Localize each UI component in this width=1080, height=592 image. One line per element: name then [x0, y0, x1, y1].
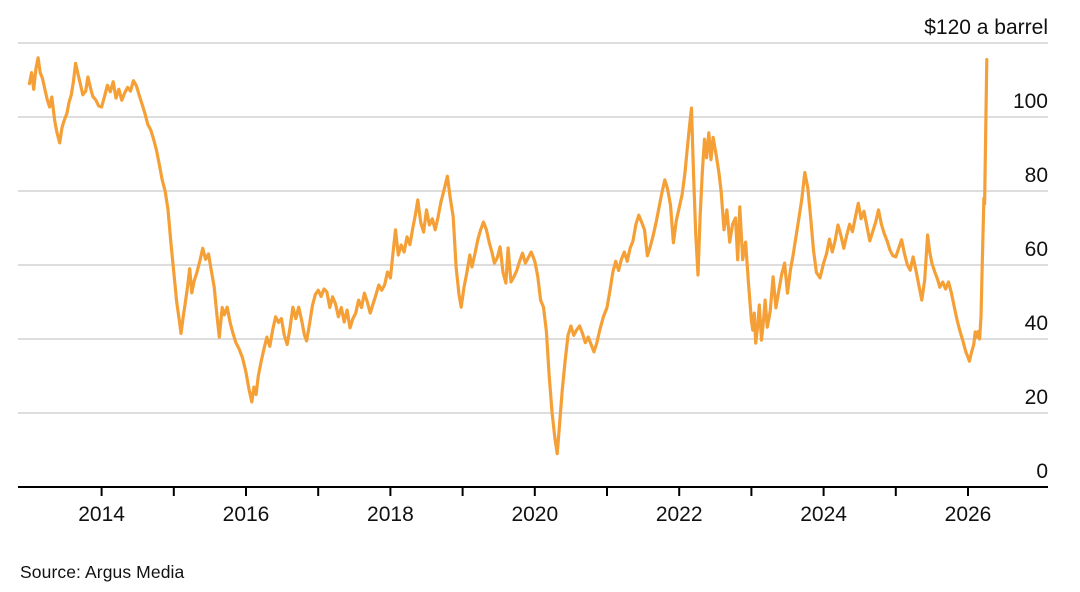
source-note: Source: Argus Media	[20, 562, 185, 582]
price-line	[27, 56, 989, 456]
y-axis-label: 40	[1025, 312, 1048, 335]
x-axis-label: 2026	[945, 503, 992, 526]
y-axis-label: 0	[1036, 460, 1048, 483]
x-axis-label: 2020	[511, 503, 558, 526]
x-axis-label: 2024	[800, 503, 847, 526]
x-axis-label: 2022	[656, 503, 703, 526]
x-axis-label: 2016	[223, 503, 270, 526]
y-axis-label: 20	[1025, 386, 1048, 409]
x-axis-label: 2014	[78, 503, 125, 526]
y-axis-label: $120 a barrel	[924, 16, 1048, 39]
x-axis-label: 2018	[367, 503, 414, 526]
y-axis-label: 100	[1013, 90, 1048, 113]
y-axis-label: 80	[1025, 164, 1048, 187]
y-axis-label: 60	[1025, 238, 1048, 261]
price-chart: $120 a barrel 100 80 60 40 20 0 2014 2016 2018 202…	[18, 16, 1048, 526]
